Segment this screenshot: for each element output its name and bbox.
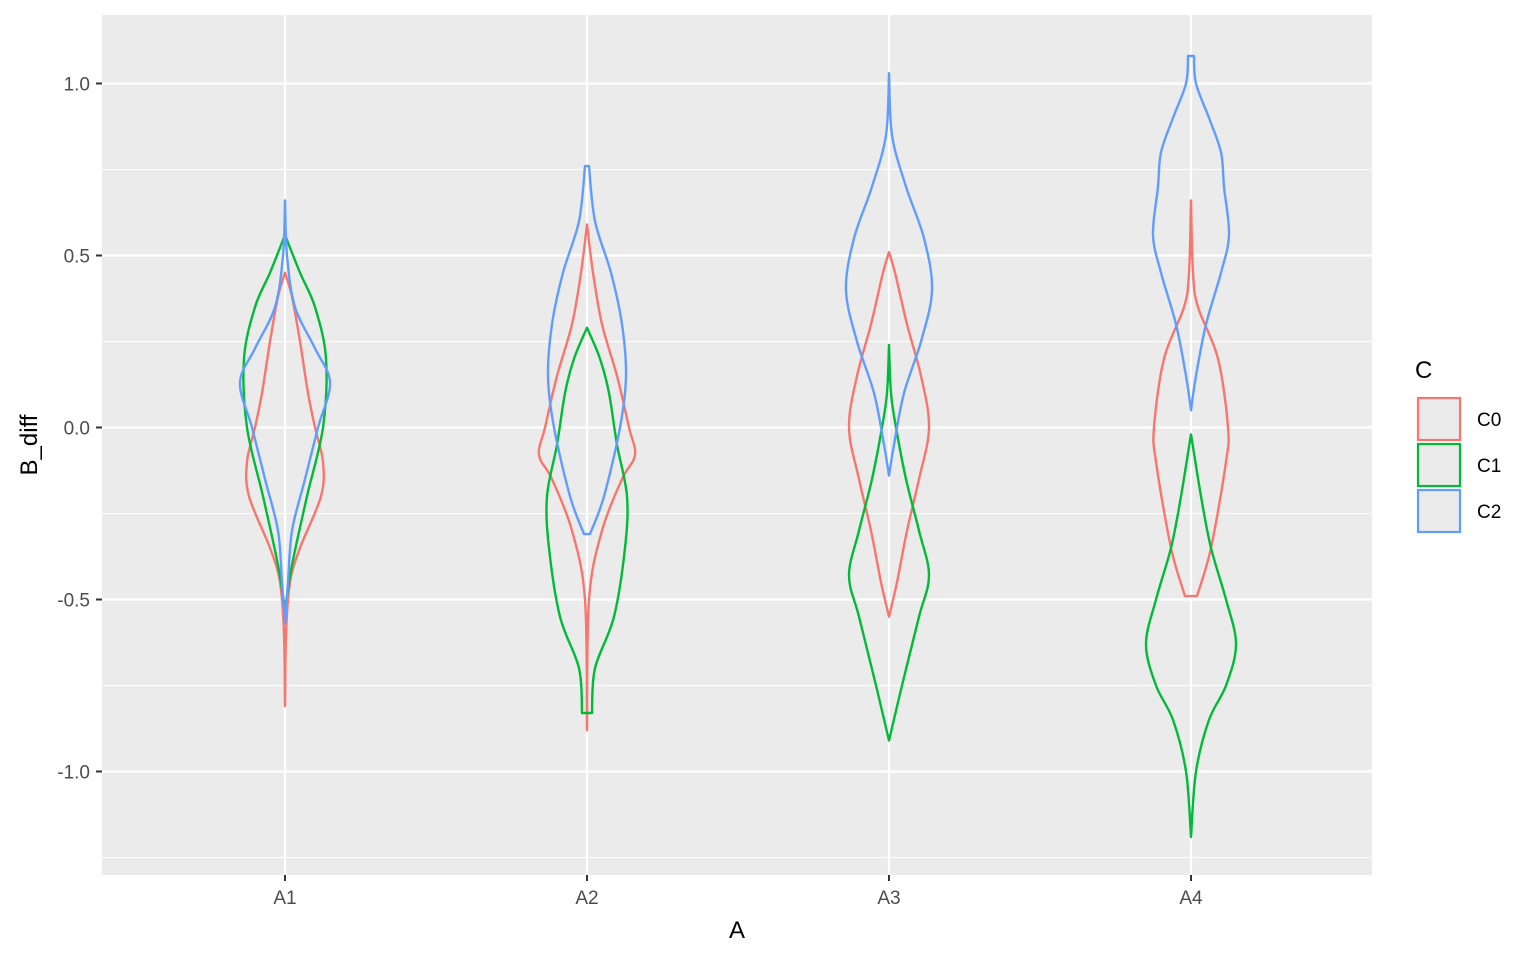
y-tick-label: -1.0	[57, 763, 90, 784]
legend-key-c2	[1416, 488, 1462, 534]
violin-c2-a2	[546, 164, 628, 536]
violin-c0-a4	[1152, 199, 1230, 598]
violin-layer	[238, 54, 1238, 839]
violin-c0-a2	[537, 223, 637, 732]
x-tick-label: A3	[877, 888, 900, 909]
legend-label-c1: C1	[1477, 456, 1501, 477]
y-axis-title: B_diff	[16, 414, 43, 475]
x-axis-title: A	[729, 917, 745, 944]
x-tick-label: A1	[273, 888, 296, 909]
violin-c1-a4	[1144, 433, 1238, 839]
legend-key-c0	[1416, 396, 1462, 442]
legend-label-c0: C0	[1477, 410, 1501, 431]
x-tick-label: A2	[575, 888, 598, 909]
x-tick-label: A4	[1179, 888, 1203, 909]
violin-c0-a3	[847, 250, 931, 618]
legend-keys: C0 C1 C2	[1416, 396, 1501, 534]
violin-c1-a2	[545, 326, 629, 715]
y-tick-label: 0.0	[64, 419, 90, 440]
legend-title: C	[1415, 357, 1432, 384]
violin-c1-a3	[847, 343, 931, 742]
violin-c2-a1	[238, 199, 332, 625]
violin-c2-a4	[1151, 54, 1231, 412]
legend: C C0 C1 C2	[1415, 357, 1501, 534]
y-tick-label: -0.5	[57, 591, 90, 612]
y-tick-label: 1.0	[64, 75, 90, 96]
legend-label-c2: C2	[1477, 502, 1501, 523]
violin-c0-a1	[244, 271, 326, 708]
y-tick-label: 0.5	[64, 247, 90, 268]
violin-c2-a3	[844, 72, 934, 477]
legend-key-c1	[1416, 442, 1462, 488]
axis-layer: -1.0 -0.5 0.0 0.5 1.0 A1 A2 A3 A4	[57, 75, 1203, 910]
